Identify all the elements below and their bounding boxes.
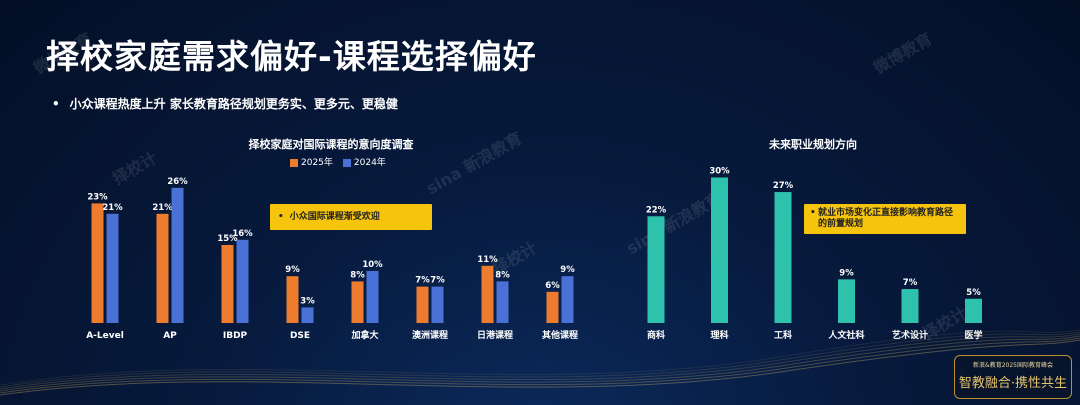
- x-tick-label: AP: [163, 331, 177, 341]
- x-tick-label: 其他课程: [542, 329, 578, 341]
- x-tick-label: 医学: [964, 329, 982, 341]
- data-label: 21%: [152, 203, 173, 213]
- x-tick-label: DSE: [290, 331, 310, 341]
- bar-2024: [171, 187, 184, 323]
- bar-2025: [481, 265, 494, 323]
- x-tick-label: 人文社科: [827, 329, 864, 341]
- data-label: 23%: [87, 192, 108, 202]
- bar-2025: [416, 286, 429, 323]
- bar-2025: [546, 291, 559, 323]
- x-tick-label: A-Level: [86, 331, 124, 341]
- legend-item-2025: 2025年: [290, 155, 333, 168]
- chart1-legend: 2025年 2024年: [290, 155, 386, 168]
- chart2-title: 未来职业规划方向: [769, 138, 857, 151]
- bar: [901, 289, 919, 323]
- data-label: 27%: [773, 181, 794, 191]
- decorative-wave: [0, 329, 1080, 386]
- bar-2025: [351, 281, 364, 323]
- x-tick-label: 工科: [774, 329, 792, 341]
- bar: [711, 177, 728, 323]
- data-label: 10%: [362, 260, 383, 270]
- decorative-wave: [0, 339, 1080, 396]
- decorative-wave: [0, 335, 1080, 392]
- bar: [965, 298, 982, 323]
- x-tick-label: 艺术设计: [892, 329, 928, 341]
- decorative-wave: [0, 337, 1080, 394]
- bullet-dot-icon: •: [52, 97, 60, 111]
- chart1-title: 择校家庭对国际课程的意向度调查: [248, 138, 414, 151]
- legend-swatch: [342, 158, 351, 167]
- bar-2024: [496, 281, 509, 323]
- callout-dot-icon: •: [810, 208, 816, 218]
- data-label: 7%: [903, 278, 918, 288]
- chart2-callout: • 就业市场变化正直接影响教育路径的前置规划: [804, 204, 966, 234]
- data-label: 26%: [167, 177, 188, 187]
- data-label: 5%: [966, 288, 981, 298]
- decorative-wave: [0, 333, 1080, 390]
- x-tick-label: 加拿大: [350, 329, 378, 341]
- bar-2025: [286, 276, 299, 323]
- bar-2025: [156, 213, 169, 323]
- x-tick-label: 商科: [647, 329, 665, 341]
- bar-2024: [366, 271, 379, 323]
- bar: [647, 216, 665, 323]
- chart1-plot: 23%21%A-Level21%26%AP15%16%IBDP9%3%DSE8%…: [86, 177, 578, 341]
- subtitle-bullet: • 小众课程热度上升 家长教育路径规划更务实、更多元、更稳健: [52, 95, 398, 112]
- data-label: 21%: [102, 203, 123, 213]
- data-label: 9%: [560, 265, 575, 275]
- data-label: 9%: [285, 265, 300, 275]
- data-label: 3%: [300, 296, 315, 306]
- bar-2024: [431, 286, 444, 323]
- bar-2024: [301, 307, 314, 323]
- bar-2024: [236, 239, 249, 323]
- bar: [774, 192, 792, 323]
- data-label: 7%: [415, 276, 430, 286]
- data-label: 8%: [495, 270, 510, 280]
- chart1-callout: • 小众国际课程渐受欢迎: [270, 204, 432, 230]
- bar-2024: [106, 213, 119, 323]
- x-tick-label: 日港课程: [477, 329, 513, 341]
- chart2-plot: 22% 商科 30% 理科 27% 工科 9% 人文社科 7% 艺术设计 5% 医学: [646, 167, 983, 342]
- bar-2025: [91, 203, 104, 323]
- callout-dot-icon: •: [278, 212, 284, 222]
- x-tick-label: 澳洲课程: [412, 329, 448, 341]
- data-label: 15%: [217, 234, 238, 244]
- data-label: 6%: [545, 281, 560, 291]
- bar-2024: [561, 276, 574, 323]
- bar: [838, 279, 855, 323]
- page-title: 择校家庭需求偏好-课程选择偏好: [46, 37, 537, 76]
- data-label: 7%: [430, 276, 445, 286]
- data-label: 8%: [350, 270, 365, 280]
- x-tick-label: IBDP: [223, 331, 248, 341]
- data-label: 30%: [709, 167, 730, 177]
- decorative-wave: [0, 331, 1080, 388]
- data-label: 11%: [477, 255, 498, 265]
- event-logo: 新浪&教育2025国际教育峰会 智教融合·携性共生: [954, 355, 1072, 399]
- data-label: 9%: [839, 268, 854, 278]
- bar-2025: [221, 245, 234, 323]
- data-label: 16%: [232, 229, 253, 239]
- subtitle-text: 小众课程热度上升 家长教育路径规划更务实、更多元、更稳健: [69, 97, 398, 111]
- data-label: 22%: [646, 205, 667, 215]
- x-tick-label: 理科: [710, 329, 728, 341]
- legend-swatch: [290, 158, 298, 167]
- legend-item-2024: 2024年: [342, 155, 386, 168]
